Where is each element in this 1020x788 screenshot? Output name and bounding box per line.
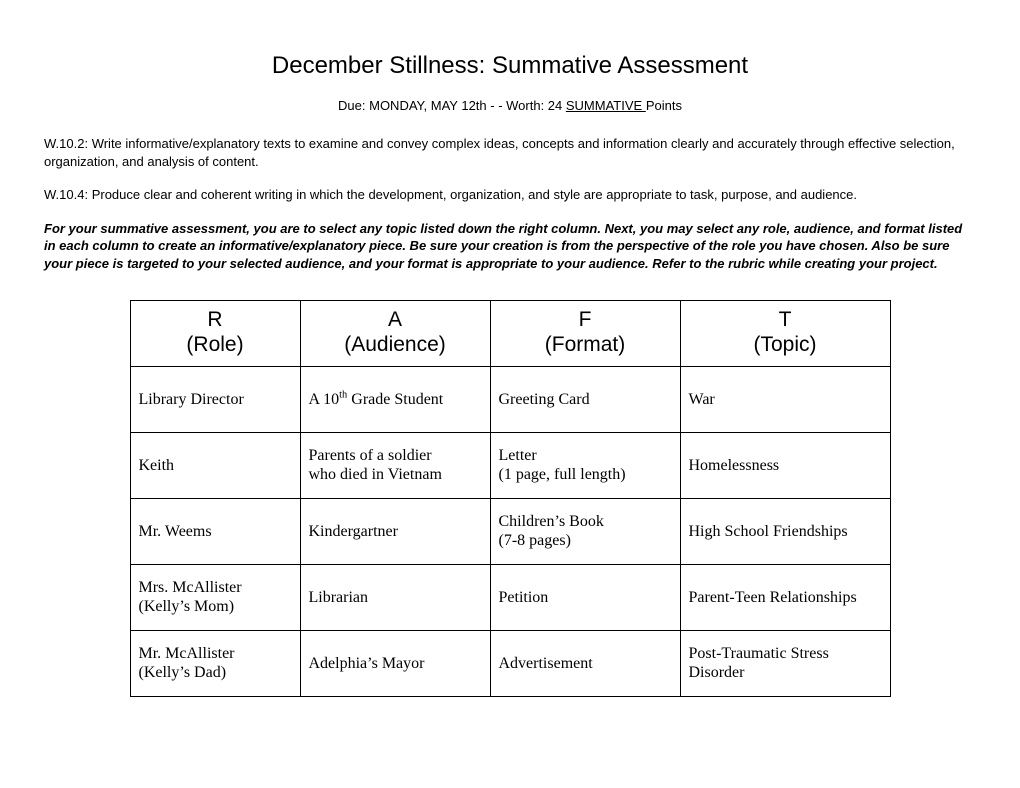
cell-format: Letter(1 page, full length) (490, 432, 680, 498)
format-sub: (1 page, full length) (499, 465, 672, 484)
due-prefix: Due: MONDAY, MAY 12th - - Worth: 24 (338, 98, 566, 113)
page-title: December Stillness: Summative Assessment (44, 52, 976, 80)
cell-topic: War (680, 366, 890, 432)
due-line: Due: MONDAY, MAY 12th - - Worth: 24 SUMM… (44, 98, 976, 113)
role-main: Mr. McAllister (139, 644, 292, 663)
role-main: Keith (139, 456, 292, 475)
header-format: F (Format) (490, 301, 680, 366)
cell-audience: Adelphia’s Mayor (300, 630, 490, 696)
topic-text: Post-Traumatic Stress Disorder (689, 644, 882, 682)
audience-main: Librarian (309, 588, 482, 607)
cell-topic: Post-Traumatic Stress Disorder (680, 630, 890, 696)
format-main: Advertisement (499, 654, 672, 673)
table-row: Mr. McAllister(Kelly’s Dad) Adelphia’s Ma… (130, 630, 890, 696)
format-main: Children’s Book (499, 512, 672, 531)
header-audience: A (Audience) (300, 301, 490, 366)
topic-text: Parent-Teen Relationships (689, 588, 882, 607)
format-main: Letter (499, 446, 672, 465)
header-topic: T (Topic) (680, 301, 890, 366)
cell-format: Advertisement (490, 630, 680, 696)
cell-format: Greeting Card (490, 366, 680, 432)
cell-topic: High School Friendships (680, 498, 890, 564)
role-main: Library Director (139, 390, 292, 409)
standard-1: W.10.2: Write informative/explanatory te… (44, 135, 976, 170)
raft-table: R (Role) A (Audience) F (Format) T (Topi… (130, 300, 891, 696)
cell-topic: Homelessness (680, 432, 890, 498)
cell-role: Keith (130, 432, 300, 498)
header-audience-letter: A (388, 308, 402, 331)
cell-topic: Parent-Teen Relationships (680, 564, 890, 630)
header-audience-label: (Audience) (344, 333, 446, 356)
audience-sub: who died in Vietnam (309, 465, 482, 484)
audience-main: Parents of a soldier (309, 446, 482, 465)
cell-role: Mr. Weems (130, 498, 300, 564)
cell-format: Petition (490, 564, 680, 630)
table-row: Library Director A 10th Grade Student Gree… (130, 366, 890, 432)
header-format-label: (Format) (545, 333, 626, 356)
header-topic-label: (Topic) (753, 333, 816, 356)
audience-main: Kindergartner (309, 522, 482, 541)
document-page: December Stillness: Summative Assessment… (0, 0, 1020, 697)
audience-main: A 10th Grade Student (309, 390, 482, 409)
format-main: Petition (499, 588, 672, 607)
due-underlined: SUMMATIVE (566, 98, 646, 113)
cell-role: Mrs. McAllister(Kelly’s Mom) (130, 564, 300, 630)
header-role: R (Role) (130, 301, 300, 366)
cell-audience: Kindergartner (300, 498, 490, 564)
due-suffix: Points (646, 98, 682, 113)
role-main: Mrs. McAllister (139, 578, 292, 597)
cell-role: Library Director (130, 366, 300, 432)
role-main: Mr. Weems (139, 522, 292, 541)
cell-role: Mr. McAllister(Kelly’s Dad) (130, 630, 300, 696)
header-role-letter: R (207, 308, 222, 331)
table-row: Keith Parents of a soldierwho died in Vie… (130, 432, 890, 498)
format-main: Greeting Card (499, 390, 672, 409)
role-sub: (Kelly’s Mom) (139, 597, 292, 616)
cell-audience: Librarian (300, 564, 490, 630)
header-format-letter: F (579, 308, 592, 331)
standard-2: W.10.4: Produce clear and coherent writi… (44, 186, 976, 204)
cell-format: Children’s Book(7-8 pages) (490, 498, 680, 564)
role-sub: (Kelly’s Dad) (139, 663, 292, 682)
header-role-label: (Role) (186, 333, 243, 356)
cell-audience: A 10th Grade Student (300, 366, 490, 432)
cell-audience: Parents of a soldierwho died in Vietnam (300, 432, 490, 498)
topic-text: High School Friendships (689, 522, 882, 541)
table-row: Mr. Weems Kindergartner Children’s Book(7-… (130, 498, 890, 564)
header-topic-letter: T (779, 308, 792, 331)
audience-main: Adelphia’s Mayor (309, 654, 482, 673)
table-header-row: R (Role) A (Audience) F (Format) T (Topi… (130, 301, 890, 366)
topic-text: War (689, 390, 882, 409)
instructions-paragraph: For your summative assessment, you are t… (44, 220, 976, 273)
format-sub: (7-8 pages) (499, 531, 672, 550)
table-body: Library Director A 10th Grade Student Gree… (130, 366, 890, 696)
table-row: Mrs. McAllister(Kelly’s Mom) Librarian Pet… (130, 564, 890, 630)
topic-text: Homelessness (689, 456, 882, 475)
